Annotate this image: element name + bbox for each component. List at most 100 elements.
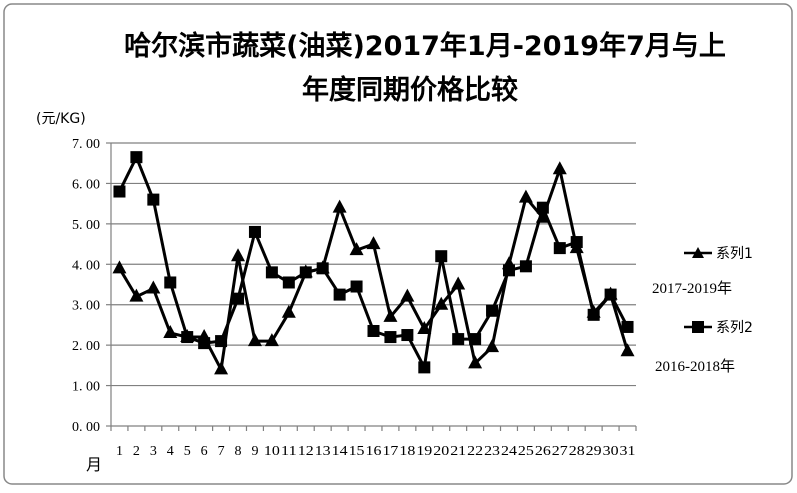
series-1-point <box>112 260 127 274</box>
y-tick-label: 3. 00 <box>72 299 100 314</box>
legend-triangle-marker <box>692 247 704 258</box>
x-tick-label: 9 <box>251 444 258 459</box>
series-1-point <box>264 333 279 347</box>
series-2-point <box>198 337 211 350</box>
series-2-point <box>232 292 245 305</box>
y-tick-label: 7. 00 <box>72 137 100 152</box>
y-tick-label: 4. 00 <box>72 258 100 273</box>
x-tick-label: 1 <box>116 444 123 459</box>
legend-series-2: 系列2 <box>716 320 753 336</box>
series-2-point <box>401 329 414 342</box>
x-tick-label: 3 <box>150 444 157 459</box>
x-tick-label: 10 <box>264 444 280 459</box>
x-tick-label: 20 <box>433 444 449 459</box>
x-tick-label: 13 <box>315 444 331 459</box>
series-2-point <box>502 264 515 277</box>
series-2-point <box>435 250 448 263</box>
y-tick-label: 2. 00 <box>72 339 100 354</box>
series-1-point <box>400 288 415 302</box>
x-tick-label: 27 <box>552 444 568 459</box>
series-2-point <box>299 266 312 279</box>
series-2-point <box>621 320 634 333</box>
series-1-point <box>417 320 432 334</box>
x-tick-label: 16 <box>366 444 382 459</box>
legend: 系列1 2017-2019年 系列2 2016-2018年 <box>652 246 753 375</box>
y-tick-label: 0. 00 <box>72 420 100 435</box>
series-2-point <box>486 304 499 317</box>
series-1-point <box>552 161 567 175</box>
x-tick-label: 25 <box>518 444 534 459</box>
series-1-point <box>231 248 246 262</box>
series-1-point <box>366 236 381 250</box>
series-1-point <box>434 296 449 310</box>
x-tick-label: 12 <box>298 444 314 459</box>
series-1-point <box>518 189 533 203</box>
series-2-point <box>553 242 566 255</box>
series-1-point <box>451 276 466 290</box>
series-2-point <box>536 201 549 214</box>
series-2-point <box>147 193 160 206</box>
x-tick-label: 14 <box>332 444 348 459</box>
series-2-point <box>282 276 295 289</box>
x-tick-label: 18 <box>399 444 415 459</box>
x-axis-label: 月 <box>86 455 102 474</box>
x-tick-label: 11 <box>281 444 297 459</box>
series-1-point <box>214 361 229 375</box>
x-tick-label: 29 <box>586 444 602 459</box>
series-2-point <box>570 236 583 249</box>
series-2-point <box>519 260 532 273</box>
series-1-point <box>163 325 178 339</box>
series-2-point <box>384 331 397 344</box>
series-2-point <box>316 262 329 275</box>
y-axis-label: (元/KG) <box>36 111 86 127</box>
x-tick-label: 8 <box>235 444 242 459</box>
x-tick-label: 5 <box>184 444 191 459</box>
chart-title-line-1: 哈尔滨市蔬菜(油菜)2017年1月-2019年7月与上 <box>124 30 726 62</box>
x-tick-label: 22 <box>467 444 483 459</box>
chart-border <box>3 3 793 485</box>
legend-series-2-period: 2016-2018年 <box>655 358 735 375</box>
legend-square-marker <box>692 321 704 333</box>
x-tick-label: 6 <box>201 444 208 459</box>
series-2-point <box>181 331 194 344</box>
series-2-point <box>248 225 261 238</box>
series-2-point <box>130 151 143 164</box>
x-tick-label: 15 <box>349 444 365 459</box>
series-1-point <box>349 242 364 256</box>
y-tick-label: 1. 00 <box>72 380 100 395</box>
series-2-point <box>418 361 431 374</box>
series-1-point <box>146 280 161 294</box>
chart-title-line-2: 年度同期价格比较 <box>302 74 518 106</box>
series-2-point <box>452 333 465 346</box>
legend-series-1: 系列1 <box>716 246 753 262</box>
series-1-point <box>247 333 262 347</box>
x-tick-label: 23 <box>484 444 500 459</box>
legend-series-1-period: 2017-2019年 <box>652 280 732 297</box>
x-tick-label: 31 <box>620 444 636 459</box>
series-2-point <box>265 266 278 279</box>
x-tick-label: 30 <box>603 444 619 459</box>
series-2-point <box>367 324 380 337</box>
x-tick-label: 26 <box>535 444 551 459</box>
series-2-point <box>113 185 126 198</box>
x-tick-label: 2 <box>133 444 140 459</box>
series-1-point <box>468 355 483 369</box>
series-1-point <box>383 308 398 322</box>
x-tick-label: 21 <box>450 444 466 459</box>
series-1-point <box>129 288 144 302</box>
series-1-point <box>620 343 635 357</box>
series-2-point <box>350 280 363 293</box>
series-2-point <box>215 335 228 348</box>
x-tick-label: 17 <box>382 444 398 459</box>
y-tick-label: 6. 00 <box>72 177 100 192</box>
x-tick-label: 24 <box>501 444 517 459</box>
series-2-point <box>164 276 177 289</box>
series-1-point <box>281 304 296 318</box>
x-tick-label: 28 <box>569 444 585 459</box>
series-2-point <box>469 333 482 346</box>
x-tick-label: 4 <box>167 444 174 459</box>
series-2-point <box>333 288 346 301</box>
x-tick-label: 19 <box>416 444 432 459</box>
series-2-point <box>604 288 617 301</box>
